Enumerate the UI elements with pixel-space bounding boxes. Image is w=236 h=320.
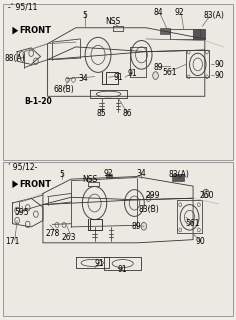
Text: 91: 91 [94,259,104,268]
Text: FRONT: FRONT [19,180,51,189]
Text: 278: 278 [45,229,59,238]
Bar [3,162,233,316]
Text: 84: 84 [153,8,163,17]
Text: 83(A): 83(A) [204,11,225,20]
Bar [193,29,205,39]
Text: 89: 89 [153,63,163,72]
Text: 68(B): 68(B) [54,85,74,94]
Circle shape [141,222,147,230]
Text: 260: 260 [200,190,214,200]
Text: 561: 561 [186,219,200,228]
Text: B-1-20: B-1-20 [24,97,52,106]
Text: 91: 91 [118,265,127,275]
Text: 561: 561 [162,68,177,77]
Text: NSS: NSS [106,17,121,26]
Text: 263: 263 [62,233,76,242]
Text: 90: 90 [195,237,205,246]
Bar [172,174,184,181]
Text: 83(A): 83(A) [169,170,190,179]
Text: ’ 95/12-: ’ 95/12- [8,163,37,172]
Bar [106,174,112,179]
Polygon shape [13,27,18,35]
Text: 5: 5 [83,11,88,20]
Text: 92: 92 [104,169,114,178]
Text: -’ 95/11: -’ 95/11 [8,2,37,11]
Text: 88(A): 88(A) [4,53,25,62]
Text: 92: 92 [174,8,184,17]
Text: NSS: NSS [82,175,97,184]
Text: 171: 171 [5,237,20,246]
Text: 91: 91 [127,69,137,78]
Text: 86: 86 [122,109,132,118]
Text: 85: 85 [97,109,106,118]
Text: 83(B): 83(B) [138,205,159,214]
Polygon shape [13,180,18,188]
Text: 90: 90 [214,60,224,69]
Text: 90: 90 [214,71,224,80]
Text: 91: 91 [113,73,123,82]
Text: 34: 34 [137,169,146,178]
Circle shape [153,72,158,79]
Text: 89: 89 [132,222,142,231]
Bar [160,28,170,34]
Text: 299: 299 [146,190,160,200]
Text: 34: 34 [78,74,88,83]
Text: FRONT: FRONT [19,26,51,35]
Bar [3,4,233,160]
Text: 595: 595 [14,208,29,217]
Text: 5: 5 [59,170,64,179]
